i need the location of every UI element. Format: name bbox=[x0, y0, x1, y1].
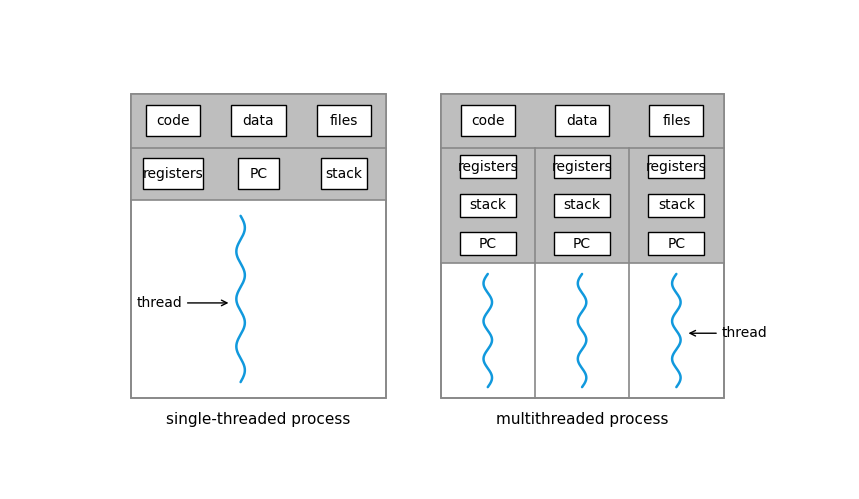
Bar bbox=[131, 94, 387, 398]
Text: registers: registers bbox=[551, 160, 612, 174]
Bar bbox=[555, 105, 609, 136]
Text: files: files bbox=[330, 114, 358, 128]
Bar bbox=[131, 94, 387, 148]
Bar bbox=[441, 94, 723, 398]
Bar bbox=[131, 148, 387, 200]
Bar bbox=[649, 105, 704, 136]
Text: stack: stack bbox=[469, 199, 506, 213]
Bar bbox=[649, 155, 704, 179]
Text: stack: stack bbox=[326, 167, 362, 181]
Text: thread: thread bbox=[722, 326, 767, 340]
Bar bbox=[317, 105, 371, 136]
Bar bbox=[460, 233, 515, 255]
Bar bbox=[146, 105, 200, 136]
Bar bbox=[629, 148, 723, 263]
Text: single-threaded process: single-threaded process bbox=[167, 412, 350, 427]
Bar bbox=[554, 155, 610, 179]
Bar bbox=[554, 194, 610, 217]
Bar bbox=[460, 155, 515, 179]
Text: data: data bbox=[566, 114, 598, 128]
Bar bbox=[441, 94, 723, 398]
Bar bbox=[460, 105, 515, 136]
Bar bbox=[143, 159, 204, 189]
Bar bbox=[649, 194, 704, 217]
Text: registers: registers bbox=[457, 160, 518, 174]
Text: PC: PC bbox=[249, 167, 267, 181]
Text: thread: thread bbox=[137, 296, 182, 310]
Text: PC: PC bbox=[573, 237, 591, 251]
Text: PC: PC bbox=[478, 237, 497, 251]
Text: registers: registers bbox=[646, 160, 707, 174]
Text: code: code bbox=[471, 114, 504, 128]
Bar bbox=[320, 159, 367, 189]
Text: PC: PC bbox=[667, 237, 685, 251]
Bar bbox=[554, 233, 610, 255]
Text: stack: stack bbox=[564, 199, 600, 213]
Bar bbox=[441, 94, 723, 148]
Bar bbox=[238, 159, 278, 189]
Bar bbox=[131, 94, 387, 398]
Text: multithreaded process: multithreaded process bbox=[496, 412, 668, 427]
Bar bbox=[460, 194, 515, 217]
Text: files: files bbox=[662, 114, 691, 128]
Bar bbox=[441, 148, 535, 263]
Text: data: data bbox=[243, 114, 274, 128]
Bar bbox=[649, 233, 704, 255]
Text: registers: registers bbox=[143, 167, 204, 181]
Text: stack: stack bbox=[658, 199, 695, 213]
Bar bbox=[231, 105, 286, 136]
Text: code: code bbox=[156, 114, 190, 128]
Bar bbox=[535, 148, 629, 263]
